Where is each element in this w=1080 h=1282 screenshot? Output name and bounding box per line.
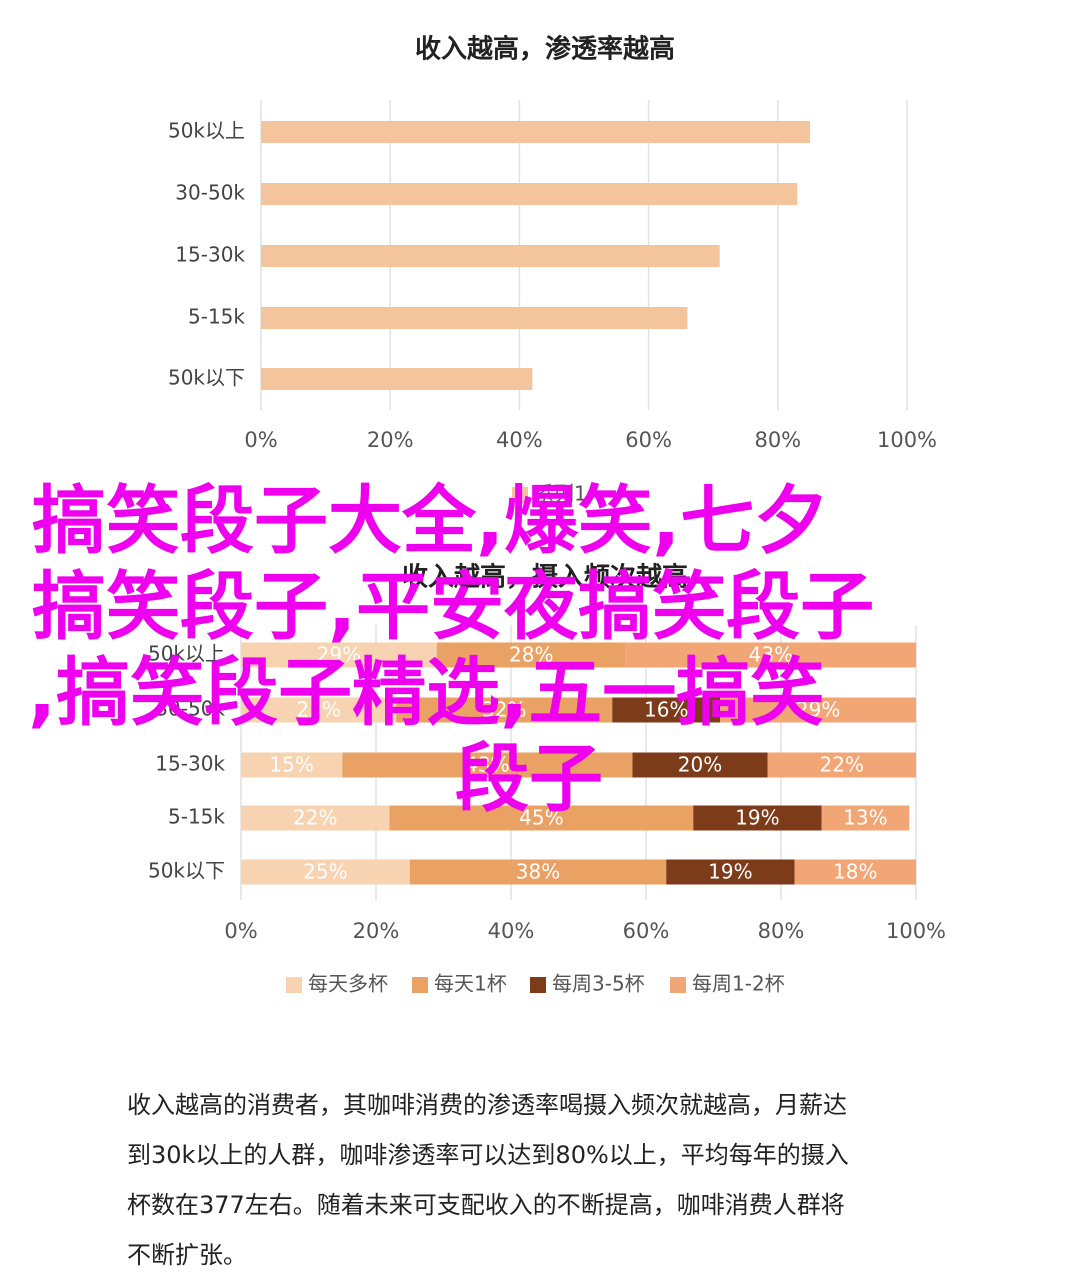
bar <box>241 642 437 668</box>
y-tick-label: 50k以下 <box>148 859 225 883</box>
data-label: 19% <box>708 860 752 884</box>
charts: 收入越高，渗透率越高 0% 20% 40% 60% 80% 100% 50k以上 30-50k 1… <box>148 34 946 996</box>
bar <box>693 805 822 831</box>
x-tick-label: 40% <box>496 428 543 452</box>
paragraph-line: 收入越高的消费者，其咖啡消费的渗透率喝摄入频次就越高，月薪达 <box>127 1091 847 1119</box>
bar <box>794 859 916 885</box>
x-tick-label: 20% <box>367 428 414 452</box>
x-tick-label: 20% <box>353 919 400 943</box>
x-tick-label: 40% <box>488 919 535 943</box>
y-tick-label: 30-50k <box>175 181 245 205</box>
paragraph-line: 杯数在377左右。随着未来可支配收入的不断提高，咖啡消费人群将 <box>127 1191 845 1219</box>
bar <box>261 368 533 390</box>
legend-label: 每天1杯 <box>434 972 507 996</box>
bar <box>261 307 688 329</box>
bar <box>409 859 667 885</box>
bar <box>389 805 694 831</box>
bar <box>261 121 811 143</box>
x-tick-label: 0% <box>224 919 257 943</box>
data-label: 16% <box>644 698 688 722</box>
bar <box>436 642 626 668</box>
headline: 搞笑段子大全,爆笑,七夕 搞笑段子,平安夜搞笑段子 ,搞笑段子精选,五一搞笑 段子 <box>0 478 1080 822</box>
y-tick-label: 50k以上 <box>168 119 245 143</box>
bar <box>342 752 633 778</box>
bar <box>241 805 390 831</box>
data-label: 22% <box>293 806 337 830</box>
bar <box>261 183 798 205</box>
legend-label: 每周1-2杯 <box>692 972 785 996</box>
y-tick-label: 15-30k <box>175 243 245 267</box>
x-tick-label: 100% <box>886 919 946 943</box>
bar <box>241 697 397 723</box>
headline-line: 段子 <box>455 736 603 822</box>
bar <box>241 752 343 778</box>
headline-line: ,搞笑段子精选,五一搞笑 <box>28 650 825 736</box>
data-label: 32% <box>482 698 526 722</box>
bar <box>396 697 613 723</box>
x-tick-label: 60% <box>625 428 672 452</box>
bar <box>720 697 916 723</box>
bar <box>767 752 916 778</box>
y-tick-label: 15-30k <box>155 752 225 776</box>
bar <box>666 859 795 885</box>
legend-swatch <box>512 487 528 503</box>
data-label: 45% <box>519 806 563 830</box>
data-label: 38% <box>516 860 560 884</box>
data-label: 13% <box>843 806 887 830</box>
x-tick-label: 80% <box>758 919 805 943</box>
data-label: 18% <box>833 860 877 884</box>
legend-swatch <box>412 977 428 993</box>
legend-label: 系列1 <box>534 482 587 506</box>
y-tick-label: 30-50k <box>155 697 225 721</box>
x-tick-label: 0% <box>244 428 277 452</box>
x-tick-label: 100% <box>877 428 937 452</box>
y-tick-label: 50k以下 <box>168 366 245 390</box>
y-tick-label: 5-15k <box>168 805 225 829</box>
bar <box>625 642 916 668</box>
y-tick-label: 50k以上 <box>148 642 225 666</box>
data-label: 28% <box>509 643 553 667</box>
data-label: 25% <box>303 860 347 884</box>
bar <box>821 805 910 831</box>
paragraph-line: 不断扩张。 <box>127 1241 247 1269</box>
chart-title: 收入越高，摄入频次越高 <box>402 562 688 593</box>
paragraph-line: 到30k以上的人群，咖啡渗透率可以达到80%以上，平均每年的摄入 <box>127 1141 849 1169</box>
x-tick-label: 80% <box>754 428 801 452</box>
bar <box>261 245 720 267</box>
paragraph: 收入越高的消费者，其咖啡消费的渗透率喝摄入频次就越高，月薪达 到30k以上的人群，… <box>127 1080 849 1280</box>
headline-line: 搞笑段子大全,爆笑,七夕 <box>32 478 829 564</box>
data-label: 15% <box>269 753 313 777</box>
legend-swatch <box>286 977 302 993</box>
data-label: 23% <box>296 698 340 722</box>
data-label: 43% <box>749 643 793 667</box>
data-label: 20% <box>678 753 722 777</box>
legend-label: 每周3-5杯 <box>552 972 645 996</box>
data-label: 29% <box>796 698 840 722</box>
chart-title: 收入越高，渗透率越高 <box>415 34 675 65</box>
data-label: 29% <box>317 643 361 667</box>
x-tick-label: 60% <box>623 919 670 943</box>
data-label: 22% <box>820 753 864 777</box>
legend-label: 每天多杯 <box>308 972 388 996</box>
bar <box>632 752 768 778</box>
legend-swatch <box>530 977 546 993</box>
data-label: 19% <box>735 806 779 830</box>
data-label: 43% <box>465 753 509 777</box>
legend-swatch <box>670 977 686 993</box>
bar <box>241 859 410 885</box>
headline-line: 搞笑段子,平安夜搞笑段子 <box>32 564 875 650</box>
bar <box>612 697 721 723</box>
y-tick-label: 5-15k <box>188 305 245 329</box>
